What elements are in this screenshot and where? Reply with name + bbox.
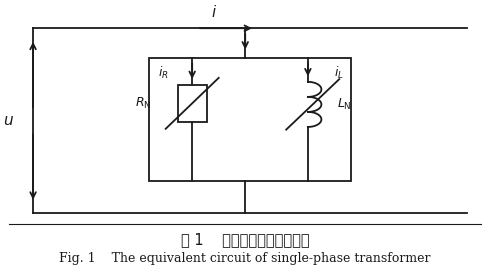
Bar (178, 85, 206, 122)
Text: $i_L$: $i_L$ (335, 64, 344, 81)
Text: $i$: $i$ (211, 4, 217, 20)
Text: 图 1    单相变压器的等效电路: 图 1 单相变压器的等效电路 (181, 233, 310, 248)
Text: Fig. 1    The equivalent circuit of single-phase transformer: Fig. 1 The equivalent circuit of single-… (59, 253, 431, 265)
Text: $i_R$: $i_R$ (158, 64, 169, 81)
Text: $R_\mathrm{N}$: $R_\mathrm{N}$ (135, 96, 151, 111)
Text: $L_\mathrm{N}$: $L_\mathrm{N}$ (337, 97, 352, 112)
Text: $u$: $u$ (3, 114, 14, 128)
Bar (149, 58, 351, 181)
